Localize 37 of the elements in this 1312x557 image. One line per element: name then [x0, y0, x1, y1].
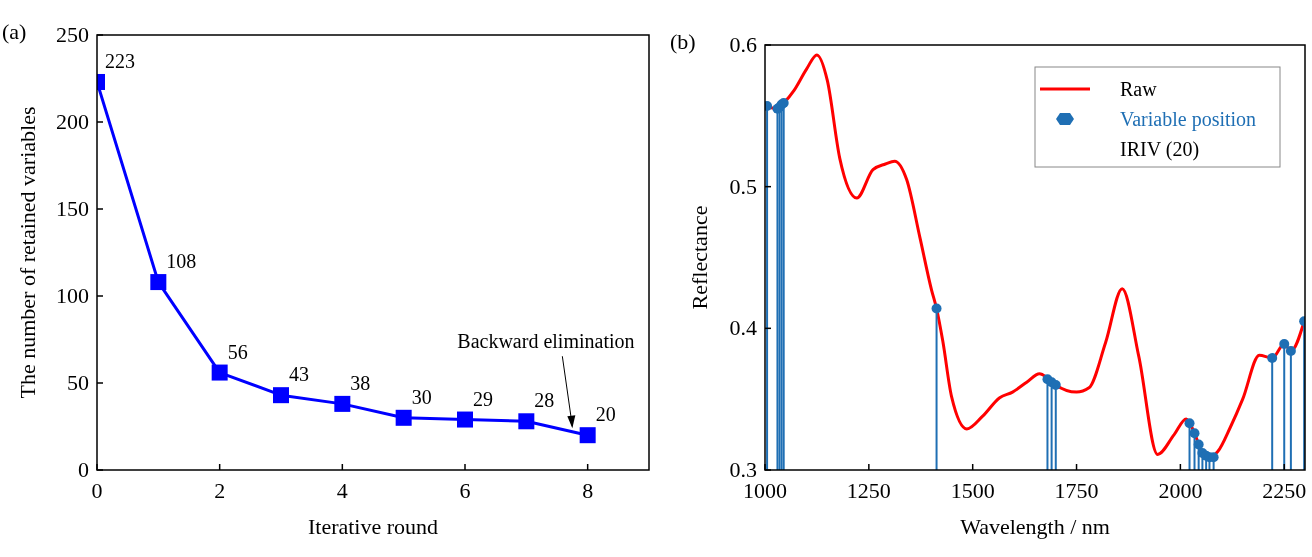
- chart-title: (a): [2, 19, 27, 44]
- legend-label: Variable position: [1120, 108, 1257, 131]
- data-label: 43: [289, 363, 309, 386]
- x-tick-label: 1250: [846, 478, 891, 503]
- x-tick-label: 4: [336, 478, 348, 503]
- y-tick-label: 150: [56, 196, 89, 221]
- x-axis-title: Wavelength / nm: [960, 514, 1110, 539]
- x-tick-label: 1750: [1054, 478, 1099, 503]
- x-tick-label: 1500: [950, 478, 995, 503]
- x-tick-label: 8: [582, 478, 594, 503]
- data-label: 56: [227, 340, 248, 363]
- data-label: 223: [105, 49, 135, 72]
- y-axis-title: Reflectance: [687, 205, 712, 310]
- x-tick-label: 2: [214, 478, 226, 503]
- data-label: 108: [166, 250, 197, 273]
- legend-label: Raw: [1120, 78, 1158, 100]
- y-axis-title: The number of retained variables: [15, 106, 40, 399]
- data-label: 30: [411, 385, 432, 408]
- annotation: Backward elimination: [457, 330, 635, 353]
- y-tick-label: 100: [56, 283, 89, 308]
- y-tick-label: 0.6: [729, 32, 757, 57]
- x-tick-label: 2250: [1262, 478, 1307, 503]
- y-tick-label: 50: [67, 370, 89, 395]
- chart-title: (b): [670, 29, 696, 54]
- data-label: 28: [534, 389, 555, 412]
- data-label: 38: [350, 371, 371, 394]
- legend-title: IRIV (20): [1120, 138, 1200, 161]
- y-tick-label: 200: [56, 109, 89, 134]
- x-tick-label: 2000: [1158, 478, 1203, 503]
- x-axis-title: Iterative round: [307, 514, 439, 539]
- y-tick-label: 250: [56, 22, 89, 47]
- data-label: 29: [473, 387, 493, 410]
- y-tick-label: 0: [78, 457, 89, 482]
- y-tick-label: 0.4: [729, 315, 757, 341]
- x-tick-label: 6: [459, 478, 471, 503]
- y-tick-label: 0.5: [729, 173, 757, 199]
- data-label: 20: [595, 403, 616, 426]
